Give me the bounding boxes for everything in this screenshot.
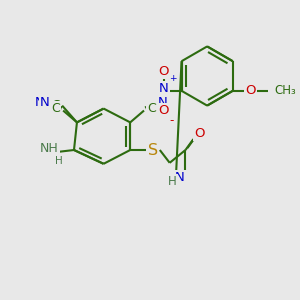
Text: N: N (40, 96, 49, 109)
Text: O: O (158, 64, 169, 78)
Text: O: O (158, 104, 169, 117)
Text: H: H (168, 175, 177, 188)
Text: N: N (159, 82, 169, 95)
Text: N: N (175, 171, 184, 184)
Text: -: - (170, 115, 174, 128)
Text: +: + (169, 74, 176, 83)
Text: O: O (245, 84, 256, 97)
Text: N: N (34, 96, 44, 109)
Text: C: C (147, 102, 156, 115)
Text: C: C (51, 102, 60, 115)
Text: O: O (194, 127, 205, 140)
Text: S: S (148, 142, 158, 158)
Text: C: C (51, 99, 60, 112)
Text: N: N (158, 96, 168, 109)
Text: H: H (55, 156, 63, 166)
Text: CH₃: CH₃ (274, 84, 296, 97)
Text: NH: NH (40, 142, 59, 154)
